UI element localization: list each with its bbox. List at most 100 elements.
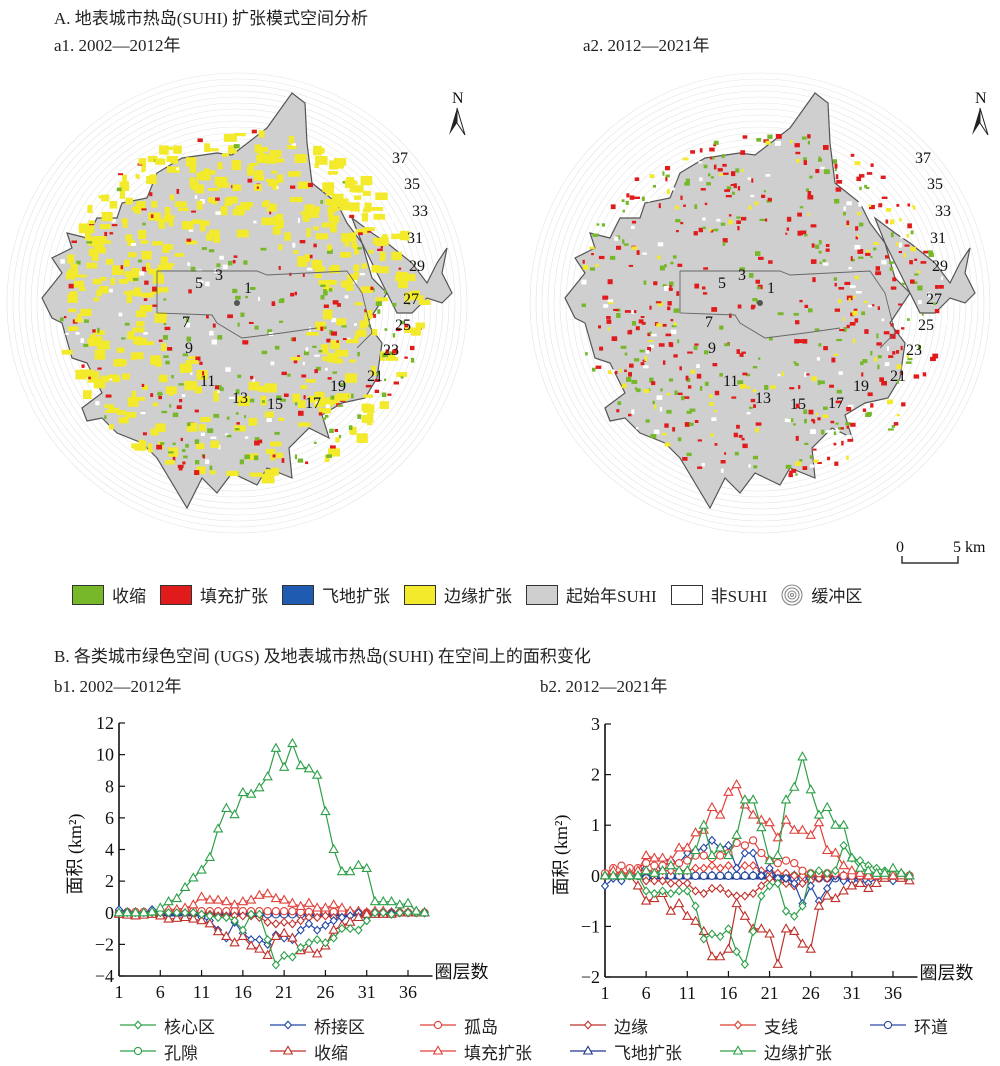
data-point — [131, 907, 140, 917]
suhi-patch — [266, 418, 272, 422]
suhi-patch — [153, 273, 164, 284]
series-line — [605, 754, 910, 877]
data-point — [113, 908, 125, 918]
suhi-patch — [268, 180, 279, 187]
suhi-patch — [306, 267, 313, 271]
suhi-patch — [187, 140, 190, 146]
data-point — [222, 912, 231, 923]
suhi-patch — [834, 198, 840, 204]
data-point — [716, 863, 725, 873]
data-point — [321, 908, 330, 918]
suhi-patch — [237, 322, 240, 327]
data-point — [673, 870, 685, 880]
data-point — [147, 907, 157, 917]
suhi-patch — [292, 393, 301, 403]
suhi-patch — [846, 425, 849, 429]
suhi-patch — [78, 223, 89, 234]
data-point — [321, 908, 330, 917]
suhi-patch — [890, 219, 895, 225]
suhi-patch — [910, 246, 916, 252]
suhi-patch — [303, 457, 309, 462]
suhi-patch — [739, 353, 744, 357]
suhi-patch — [155, 359, 162, 367]
suhi-patch — [101, 211, 113, 222]
data-point — [411, 905, 422, 915]
suhi-patch — [297, 218, 300, 223]
suhi-patch — [194, 195, 198, 199]
suhi-patch — [901, 327, 905, 330]
suhi-patch — [195, 356, 201, 361]
suhi-patch — [333, 160, 344, 169]
suhi-patch — [313, 441, 317, 444]
suhi-patch — [138, 229, 147, 240]
suhi-patch — [904, 306, 911, 309]
data-point — [798, 866, 807, 875]
data-point — [387, 909, 396, 919]
ring-label: 31 — [930, 230, 946, 247]
suhi-patch — [97, 367, 102, 370]
suhi-patch — [125, 197, 133, 205]
data-point — [905, 871, 914, 881]
suhi-patch — [657, 255, 661, 260]
ring-label: 33 — [412, 203, 428, 220]
suhi-patch — [292, 337, 296, 342]
data-point — [855, 876, 865, 886]
suhi-patch — [864, 184, 868, 189]
data-point — [640, 870, 652, 880]
ring-label: 25 — [918, 317, 934, 334]
data-point — [204, 907, 216, 917]
data-point — [854, 870, 866, 880]
suhi-patch — [726, 186, 732, 190]
suhi-patch — [862, 408, 867, 412]
data-point — [321, 911, 330, 921]
suhi-patch — [172, 412, 179, 418]
suhi-patch — [211, 339, 217, 345]
suhi-patch — [624, 310, 631, 313]
legend-swatch — [404, 584, 436, 605]
suhi-patch — [662, 360, 666, 365]
data-point — [740, 871, 750, 880]
ring-label: 27 — [926, 291, 942, 308]
suhi-patch — [185, 443, 189, 448]
suhi-patch — [670, 187, 675, 191]
suhi-patch — [178, 383, 184, 386]
data-point — [895, 870, 907, 880]
suhi-patch — [70, 263, 78, 269]
data-point — [189, 909, 198, 918]
suhi-patch — [158, 374, 168, 383]
data-point — [871, 870, 882, 880]
data-point — [772, 849, 784, 860]
suhi-patch — [159, 145, 169, 155]
suhi-patch — [256, 186, 259, 189]
data-point — [666, 871, 675, 880]
suhi-patch — [866, 172, 873, 175]
suhi-patch — [703, 267, 709, 270]
data-point — [304, 908, 314, 917]
data-point — [222, 911, 231, 921]
suhi-patch — [841, 440, 844, 446]
suhi-patch — [848, 297, 851, 302]
suhi-patch — [665, 174, 670, 178]
data-point — [354, 908, 363, 917]
suhi-patch — [687, 385, 692, 389]
suhi-patch — [336, 303, 341, 307]
data-point — [369, 895, 381, 906]
suhi-patch — [142, 385, 148, 390]
data-point — [716, 843, 725, 853]
suhi-patch — [374, 389, 380, 393]
suhi-patch — [253, 220, 257, 224]
data-point — [196, 914, 207, 925]
suhi-patch — [791, 468, 797, 473]
suhi-patch — [789, 470, 792, 475]
data-point — [402, 897, 414, 907]
suhi-patch — [330, 395, 339, 404]
suhi-patch — [825, 248, 830, 252]
ring-label: 29 — [409, 258, 425, 275]
suhi-patch — [870, 163, 874, 167]
suhi-patch — [331, 317, 337, 323]
suhi-patch — [177, 464, 184, 469]
data-point — [164, 908, 173, 918]
data-point — [864, 871, 873, 880]
data-point — [122, 907, 133, 917]
suhi-patch — [244, 436, 249, 439]
